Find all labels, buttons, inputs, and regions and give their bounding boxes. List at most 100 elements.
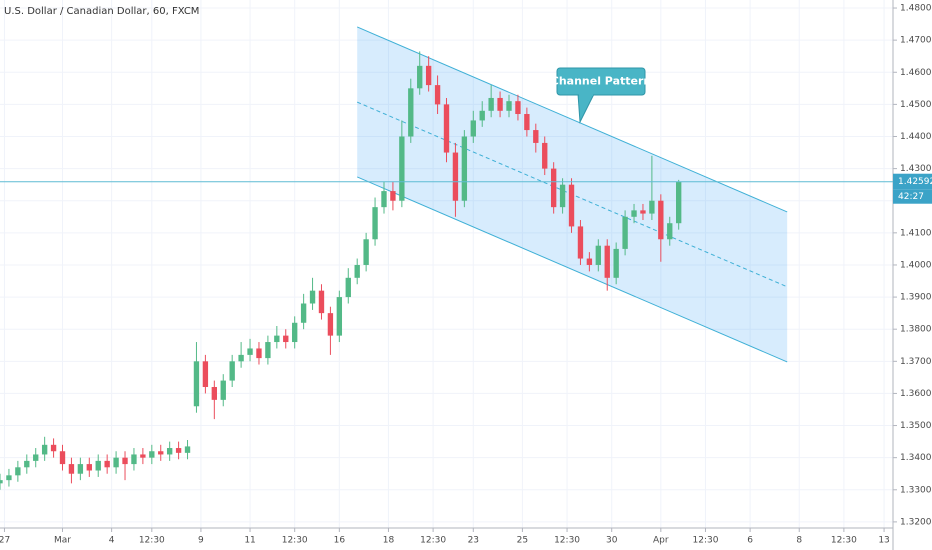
x-tick-label: 23 [468,536,479,546]
y-tick-label: 1.47000 [900,36,932,46]
candle-body [122,457,128,465]
candle-body [595,245,601,265]
candle-body [238,354,244,362]
candle-body [158,451,164,455]
candle-body [0,480,3,484]
y-tick-label: 1.46000 [900,68,932,78]
y-tick-label: 1.40000 [900,260,932,270]
y-tick-label: 1.33000 [900,485,932,495]
last-price-label: 1.42592 [898,177,932,187]
candle-body [166,448,173,455]
candle-body [390,191,396,201]
candle-body [6,475,12,481]
candle-body [408,88,414,137]
candle-body [274,335,280,343]
candle-body [381,191,387,208]
candle-body [131,454,137,465]
y-tick-label: 1.34000 [900,453,932,463]
candle-body [542,142,548,169]
callout-joint [579,93,593,96]
candle-body [622,216,628,249]
candle-body [613,248,619,278]
y-tick-label: 1.41000 [900,228,932,238]
candle-body [149,451,155,458]
candle-body [318,290,325,314]
x-tick-label: 12:30 [831,536,857,546]
callout-label: Channel Pattern [551,75,651,88]
candle-body [559,184,566,208]
candle-body [184,446,191,453]
candle-body [283,335,289,343]
candle-body [265,342,271,359]
y-tick-label: 1.43000 [900,164,932,174]
candle-body [59,451,66,465]
candle-body [68,464,75,474]
candle-body [417,65,423,89]
candle-body [140,454,146,458]
candle-body [309,290,316,304]
y-tick-label: 1.37000 [900,357,932,367]
candle-body [41,444,48,455]
candle-body [515,101,521,115]
x-tick-label: 11 [244,536,255,546]
callout-box [556,67,646,96]
candle-body [363,239,369,265]
candle-body [676,181,682,224]
candle-body [95,460,101,471]
last-price-box [893,173,932,190]
candle-body [33,454,39,461]
x-tick-label: 12:30 [693,536,719,546]
axes: 1.32000 1.33000 1.34000 1.35000 1.36000 1.370… [0,4,932,546]
channel-lower [357,176,788,363]
candle-body [345,277,351,298]
candle-body [175,448,182,453]
candle-body [434,85,441,105]
candle-body [506,101,512,111]
candles [0,51,682,490]
x-tick-label: 12:30 [554,536,580,546]
candle-body [104,460,110,468]
candle-body [524,114,530,131]
candle-body [292,322,298,343]
candle-body [631,210,637,217]
candle-body [425,65,432,86]
candle-body [229,361,235,381]
x-tick-label: 12:30 [282,536,308,546]
candle-body [300,303,307,323]
candle-body [372,207,378,240]
candle-body [15,467,21,476]
candle-body [113,457,119,468]
candle-body [577,226,584,259]
countdown-label: 42:27 [898,192,924,202]
candle-body [461,136,468,201]
x-tick-label: Apr [653,536,669,546]
x-tick-label: 6 [747,536,753,546]
x-tick-label: 12:30 [139,536,165,546]
candle-body [533,130,539,143]
x-tick-label: 8 [796,536,802,546]
y-tick-label: 1.48000 [900,4,932,14]
y-tick-label: 1.36000 [900,389,932,399]
candle-body [488,97,494,111]
candle-body [202,361,209,388]
candle-body [550,168,557,208]
candle-body [336,297,343,336]
y-tick-label: 1.45000 [900,100,932,110]
candle-body [211,387,217,400]
y-tick-label: 1.32000 [900,517,932,527]
candle-body [649,200,655,214]
x-tick-label: 25 [517,536,528,546]
candle-body [256,348,262,359]
candle-body [586,258,593,265]
candle-body [667,223,673,240]
x-tick-label: 12:30 [420,536,446,546]
countdown-box [893,189,932,204]
candle-body [604,245,610,278]
chart-title: U.S. Dollar / Canadian Dollar, 60, FXCM [4,6,199,17]
candle-body [220,380,226,400]
callout: Channel Pattern [551,67,651,124]
candle-body [452,152,459,201]
candle-body [50,444,57,452]
candle-body [479,110,485,121]
